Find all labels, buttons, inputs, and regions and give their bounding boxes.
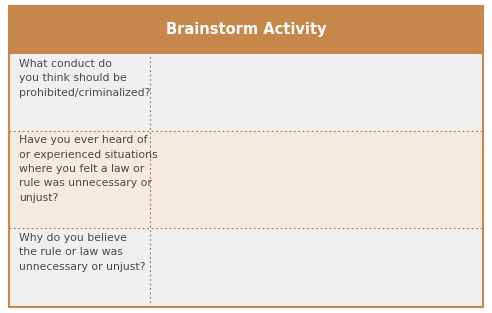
Bar bbox=[150, 54, 483, 131]
Bar bbox=[9, 6, 483, 54]
Bar bbox=[150, 131, 483, 228]
Text: What conduct do
you think should be
prohibited/criminalized?: What conduct do you think should be proh… bbox=[19, 59, 150, 98]
Text: Have you ever heard of
or experienced situations
where you felt a law or
rule wa: Have you ever heard of or experienced si… bbox=[19, 135, 157, 203]
Bar bbox=[9, 131, 150, 228]
Bar bbox=[150, 228, 483, 307]
Bar bbox=[9, 228, 150, 307]
Text: Why do you believe
the rule or law was
unnecessary or unjust?: Why do you believe the rule or law was u… bbox=[19, 233, 145, 272]
Bar bbox=[9, 54, 150, 131]
Text: Brainstorm Activity: Brainstorm Activity bbox=[166, 23, 326, 37]
